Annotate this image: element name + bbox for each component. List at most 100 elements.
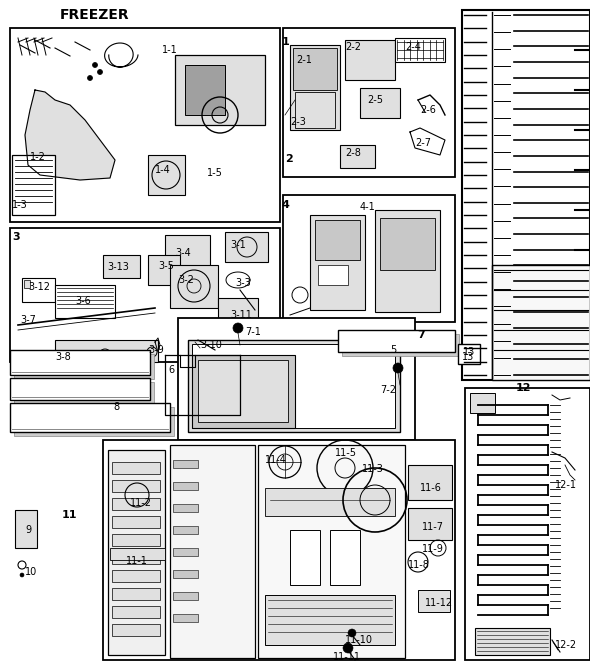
Text: 3-12: 3-12 — [28, 282, 50, 292]
Bar — [10, 403, 170, 432]
Bar — [22, 278, 55, 302]
Bar — [293, 48, 337, 90]
Bar — [192, 355, 295, 428]
Text: 12-2: 12-2 — [555, 640, 577, 650]
Bar — [165, 235, 210, 268]
Bar — [475, 628, 550, 655]
Bar — [12, 155, 55, 215]
Text: 11-4: 11-4 — [265, 455, 287, 465]
Text: 11-8: 11-8 — [408, 560, 430, 570]
Bar — [103, 440, 455, 660]
Bar — [462, 10, 590, 380]
Bar — [173, 614, 198, 622]
Text: 1: 1 — [282, 37, 290, 47]
Bar — [395, 38, 445, 62]
Bar — [295, 92, 335, 128]
Text: 11: 11 — [62, 510, 77, 520]
Text: 11-10: 11-10 — [345, 635, 373, 645]
Text: 1-3: 1-3 — [12, 200, 28, 210]
Bar — [408, 465, 452, 500]
Bar — [24, 280, 30, 288]
Bar — [170, 265, 218, 308]
Text: 3-13: 3-13 — [107, 262, 129, 272]
Text: 12-1: 12-1 — [555, 480, 577, 490]
Text: 11-1: 11-1 — [126, 556, 148, 566]
Text: 3-10: 3-10 — [200, 340, 222, 350]
Bar — [380, 218, 435, 270]
Bar — [315, 220, 360, 260]
Bar — [188, 340, 400, 432]
Text: 3-6: 3-6 — [75, 296, 91, 306]
Circle shape — [348, 629, 356, 637]
Bar — [55, 285, 115, 318]
Text: 1-2: 1-2 — [30, 152, 46, 162]
Text: 13: 13 — [462, 352, 474, 362]
Bar — [340, 145, 375, 168]
Bar — [290, 530, 320, 585]
Bar — [112, 462, 160, 474]
Bar — [330, 530, 360, 585]
Bar — [283, 28, 455, 177]
Text: 11-3: 11-3 — [362, 464, 384, 474]
Bar — [10, 350, 150, 375]
Text: 1-4: 1-4 — [155, 165, 171, 175]
Text: 11-11: 11-11 — [333, 652, 361, 662]
Circle shape — [233, 323, 243, 333]
Text: 3-5: 3-5 — [158, 261, 174, 271]
Bar — [110, 548, 165, 560]
Bar — [173, 526, 198, 534]
Text: 11-7: 11-7 — [422, 522, 444, 532]
Bar — [148, 155, 185, 195]
Text: 11-12: 11-12 — [425, 598, 453, 608]
Text: 3: 3 — [12, 232, 19, 242]
Bar — [342, 334, 459, 356]
Bar — [173, 460, 198, 468]
Bar — [465, 388, 590, 660]
Text: 8: 8 — [113, 402, 119, 412]
Text: 5: 5 — [390, 345, 396, 355]
Bar — [103, 255, 140, 278]
Text: 3-7: 3-7 — [20, 315, 36, 325]
Bar — [14, 354, 154, 379]
Bar — [170, 445, 255, 658]
Bar — [112, 552, 160, 564]
Bar — [318, 265, 348, 285]
Circle shape — [20, 573, 24, 577]
Bar — [148, 255, 180, 285]
Bar — [173, 570, 198, 578]
Text: 2-2: 2-2 — [345, 42, 361, 52]
Bar — [112, 498, 160, 510]
Text: 3-11: 3-11 — [230, 310, 252, 320]
Text: 11-6: 11-6 — [420, 483, 442, 493]
Text: 1-1: 1-1 — [162, 45, 178, 55]
Bar — [283, 195, 455, 322]
Bar — [173, 504, 198, 512]
Bar — [14, 382, 154, 404]
Bar — [418, 590, 450, 612]
Text: 2: 2 — [285, 154, 293, 164]
Bar — [173, 592, 198, 600]
Bar — [112, 480, 160, 492]
Bar — [198, 360, 288, 422]
Bar — [310, 215, 365, 310]
Text: 2-6: 2-6 — [420, 105, 436, 115]
Text: FREEZER: FREEZER — [60, 8, 130, 22]
Circle shape — [87, 76, 93, 80]
Bar — [10, 28, 280, 222]
Text: 10: 10 — [25, 567, 37, 577]
Text: 2-4: 2-4 — [405, 42, 421, 52]
Bar — [178, 318, 415, 440]
Text: 7-1: 7-1 — [245, 327, 261, 337]
Text: 4-1: 4-1 — [360, 202, 376, 212]
Bar — [265, 488, 395, 516]
Text: 4: 4 — [282, 200, 290, 210]
Text: 2-8: 2-8 — [345, 148, 361, 158]
Bar — [470, 393, 495, 413]
Text: 2-7: 2-7 — [415, 138, 431, 148]
Bar — [185, 65, 225, 115]
Bar — [492, 265, 590, 380]
Text: 3-2: 3-2 — [178, 275, 194, 285]
Bar — [258, 445, 405, 658]
Bar — [265, 595, 395, 645]
Bar — [108, 450, 165, 655]
